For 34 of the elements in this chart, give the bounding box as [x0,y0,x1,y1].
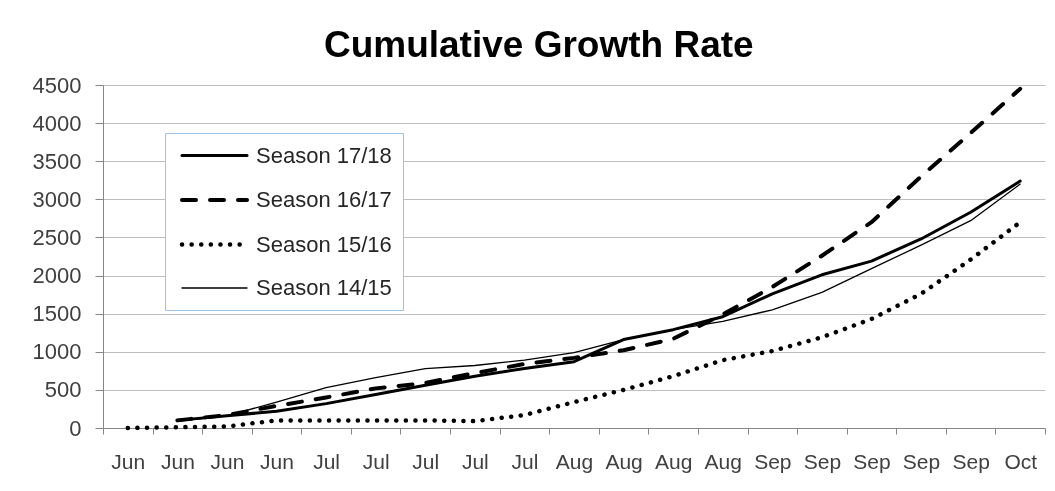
y-tick-label: 500 [44,377,82,403]
y-tick-label: 1000 [32,339,82,365]
x-tick-label: Aug [555,449,594,473]
x-tick-label: Jun [160,449,195,473]
y-tick-label: 2500 [32,224,82,250]
x-tick-label: Sep [952,449,990,473]
y-tick-label: 0 [69,415,82,441]
legend-label: Season 15/16 [256,231,392,257]
legend-label: Season 16/17 [256,187,392,212]
x-tick-label: Jul [313,449,341,473]
x-tick-label: Jun [260,449,294,473]
y-tick-label: 4500 [32,72,82,98]
x-tick-label: Jul [511,449,539,473]
y-tick-label: 3500 [32,148,82,174]
x-tick-label: Jun [210,449,245,473]
chart-title: Cumulative Growth Rate [323,24,754,65]
y-tick-label: 4000 [32,110,82,136]
x-tick-label: Jun [111,449,146,473]
x-tick-label: Sep [902,449,941,473]
y-tick-label: 3000 [32,186,82,212]
x-tick-label: Aug [704,449,742,473]
x-tick-label: Jul [461,449,489,473]
y-tick-label: 2000 [32,263,82,289]
y-tick-label: 1500 [32,301,82,327]
x-tick-label: Sep [754,449,792,473]
x-tick-label: Aug [605,449,643,473]
legend-label: Season 14/15 [256,275,392,300]
x-tick-label: Sep [803,449,842,473]
x-tick-label: Sep [853,449,891,473]
x-tick-label: Oct [1004,449,1038,473]
x-tick-label: Aug [654,449,693,473]
x-tick-label: Jul [412,449,440,473]
legend-label: Season 17/18 [256,142,392,168]
x-tick-label: Jul [362,449,390,473]
